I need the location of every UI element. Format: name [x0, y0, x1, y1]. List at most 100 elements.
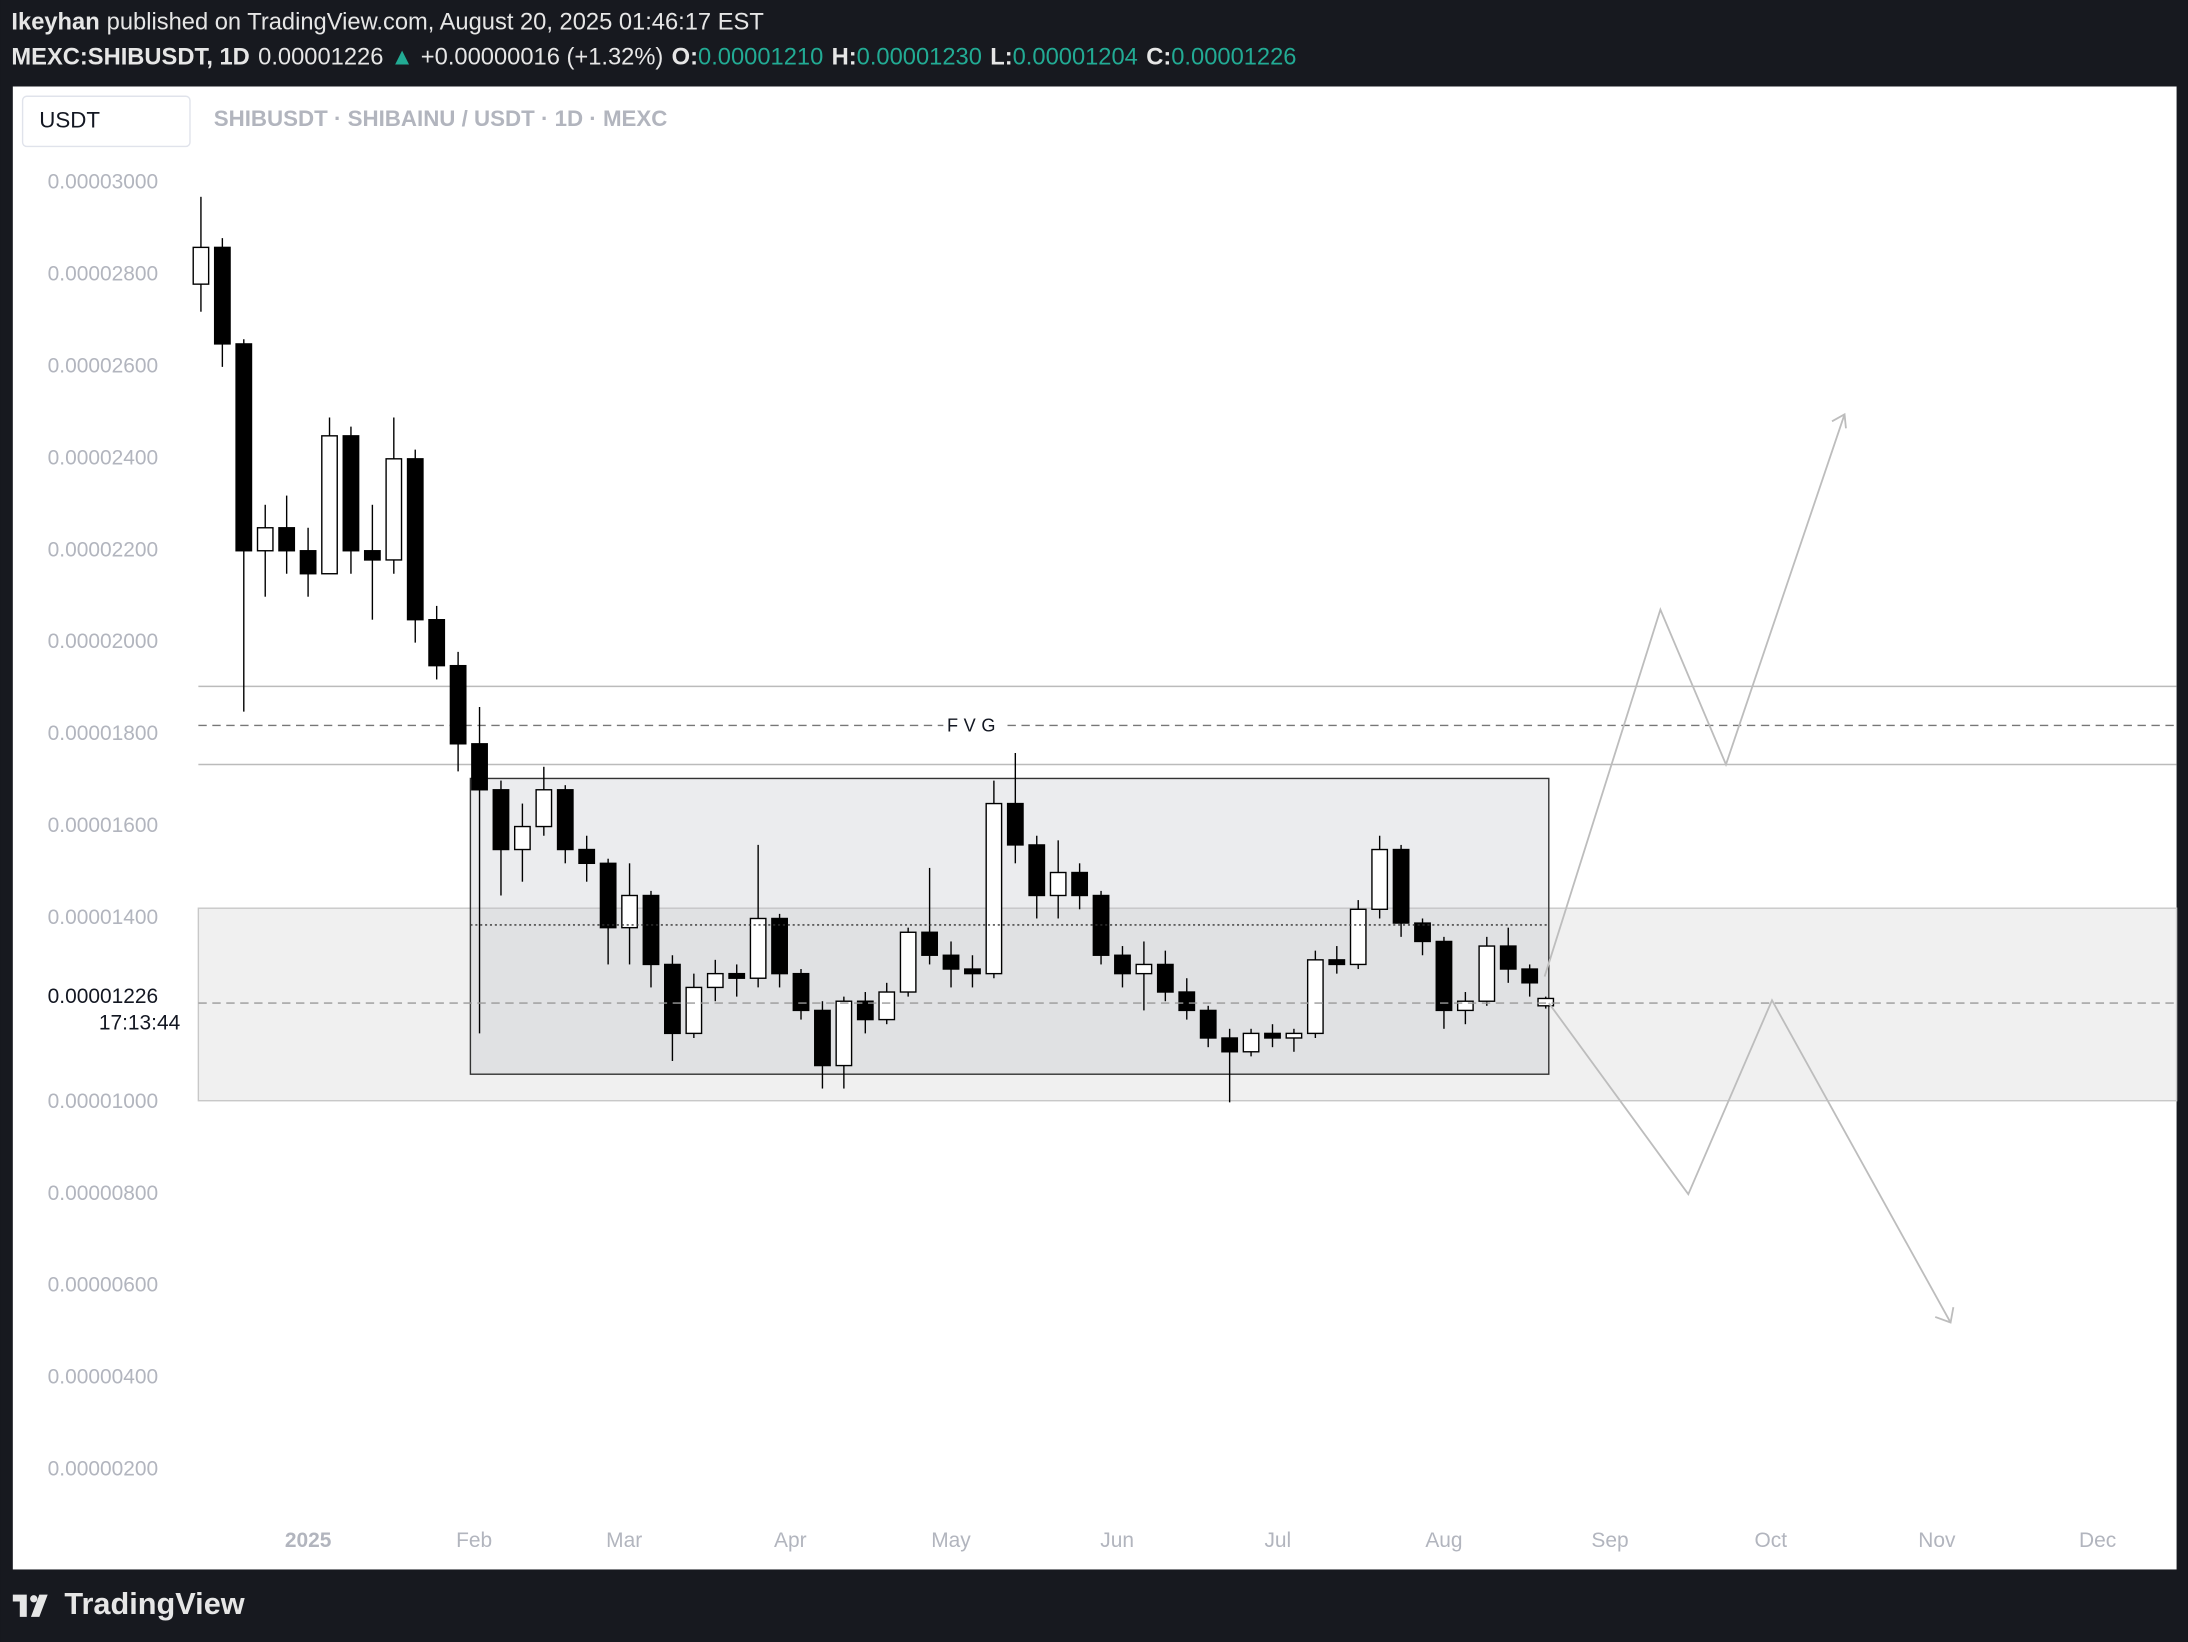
y-tick-label: 0.00001800	[48, 722, 158, 745]
y-tick-label: 0.00002200	[48, 538, 158, 561]
candle-body	[513, 825, 531, 851]
candle-body	[985, 802, 1003, 975]
candle-body	[471, 743, 488, 791]
candle-body	[1221, 1037, 1239, 1053]
candle-body	[835, 1000, 853, 1067]
footer-logo: TradingView	[12, 1586, 245, 1621]
annotation-bg	[943, 712, 1005, 738]
candle-body	[492, 789, 510, 851]
candle-body	[1071, 871, 1089, 897]
candle-body	[1006, 802, 1024, 846]
candle-body	[878, 991, 896, 1021]
candle-body	[1499, 945, 1517, 970]
candle-body	[1328, 959, 1346, 966]
candle-body	[1456, 1000, 1474, 1012]
candle-body	[385, 458, 403, 561]
open: 0.00001210	[698, 45, 823, 71]
bull-path	[1543, 414, 1846, 977]
candle-body	[621, 894, 638, 929]
annotation: FVG	[947, 716, 1001, 736]
candle-body	[706, 972, 724, 989]
h-label: H:	[832, 45, 857, 71]
candle-body	[856, 1000, 874, 1021]
y-tick-label: 0.00001400	[48, 906, 158, 929]
candle-body	[1114, 954, 1131, 975]
candle-body	[428, 619, 446, 667]
y-tick-label: 0.00001000	[48, 1090, 158, 1113]
candle-body	[1156, 963, 1174, 993]
candle-body	[685, 986, 703, 1035]
x-tick-label: 2025	[285, 1529, 332, 1552]
close: 0.00001226	[1171, 45, 1296, 71]
candle-body	[1392, 848, 1410, 924]
y-tick-label: 0.00002400	[48, 446, 158, 469]
candle-body	[256, 527, 274, 552]
x-tick-label: Oct	[1755, 1529, 1788, 1552]
candle-body	[1135, 963, 1153, 975]
author: Ikeyhan	[11, 10, 99, 36]
candle-body	[814, 1009, 831, 1067]
y-tick-label: 0.00000400	[48, 1366, 158, 1389]
candle-body	[1349, 908, 1367, 966]
x-tick-label: Mar	[606, 1529, 642, 1552]
candle-body	[642, 894, 660, 966]
chart-title: SHIBUSDT · SHIBAINU / USDT · 1D · MEXC	[214, 106, 668, 131]
currency[interactable]: USDT	[39, 107, 100, 132]
candle-body	[235, 343, 253, 552]
l-label: L:	[990, 45, 1012, 71]
candle-body	[1242, 1032, 1260, 1053]
symbol: MEXC:SHIBUSDT, 1D	[11, 45, 249, 71]
candle-body	[321, 435, 338, 575]
candle-body	[299, 550, 317, 575]
candle-body	[599, 862, 617, 929]
bear-path	[1548, 998, 1952, 1323]
currency-button[interactable]	[21, 95, 191, 148]
candle-body	[1435, 940, 1453, 1012]
x-tick-label: Jul	[1264, 1529, 1291, 1552]
y-tick-label: 0.00000200	[48, 1458, 158, 1481]
candle-body	[363, 550, 381, 561]
y-tick-label: 0.00001600	[48, 814, 158, 837]
candles	[192, 196, 1555, 1103]
o-label: O:	[672, 45, 698, 71]
candle-body	[192, 246, 210, 285]
candle-body	[1371, 848, 1389, 910]
candle-body	[728, 972, 746, 979]
logo-icon	[12, 1594, 48, 1617]
candle-body	[749, 917, 767, 979]
candle-body	[556, 789, 574, 851]
publish-line: Ikeyhan published on TradingView.com, Aug…	[11, 10, 763, 36]
y-tick-label: 0.00003000	[48, 171, 158, 194]
demand-zone	[197, 907, 2178, 1102]
candle-body	[1414, 922, 1431, 943]
candle-body	[1199, 1009, 1217, 1039]
published: published on TradingView.com, August 20,…	[107, 10, 764, 36]
candle-body	[1285, 1032, 1303, 1039]
ohlc-line: MEXC:SHIBUSDT, 1D 0.00001226 ▲ +0.00000016 …	[11, 45, 1296, 71]
logo-dot	[30, 1595, 38, 1603]
price-label: 0.00001226	[48, 985, 158, 1008]
x-tick-label: Apr	[774, 1529, 807, 1552]
chart-panel	[12, 86, 2177, 1570]
x-tick-label: Sep	[1591, 1529, 1628, 1552]
candle-body	[964, 968, 981, 975]
y-tick-label: 0.00000800	[48, 1182, 158, 1205]
drawings-over: FVG	[198, 412, 2177, 1324]
candle-body	[1264, 1032, 1281, 1039]
bear-arrowhead	[1934, 1307, 1955, 1324]
x-tick-label: Feb	[456, 1529, 492, 1552]
candle-body	[664, 963, 681, 1035]
price: 0.00001226	[258, 45, 383, 71]
y-tick-label: 0.00002800	[48, 262, 158, 285]
y-tick-label: 0.00002000	[48, 630, 158, 653]
candle-body	[406, 458, 424, 621]
candle-body	[942, 954, 960, 970]
x-tick-label: Aug	[1425, 1529, 1462, 1552]
countdown: 17:13:44	[99, 1012, 181, 1035]
candle-body	[1049, 871, 1067, 897]
candle-body	[1306, 959, 1324, 1035]
candle-body	[278, 527, 296, 552]
